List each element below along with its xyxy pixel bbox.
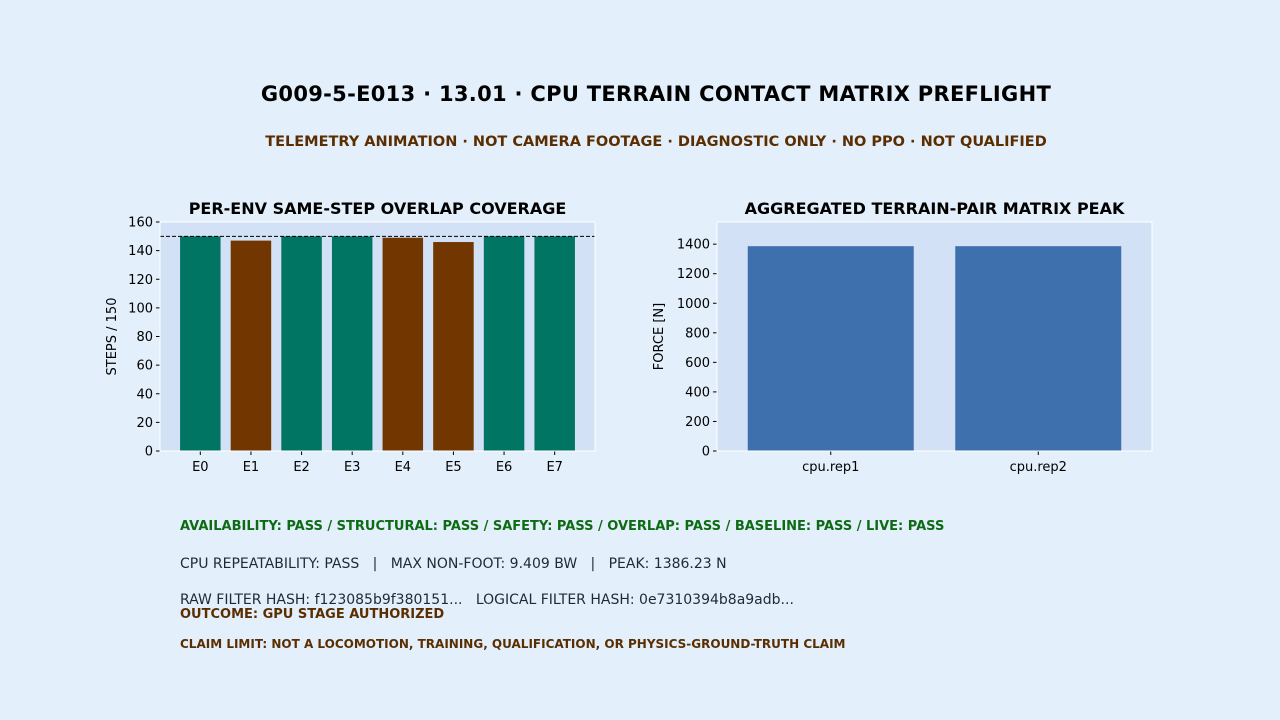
outcome-text: OUTCOME: GPU STAGE AUTHORIZED	[180, 607, 445, 622]
matrix-peak-chart: AGGREGATED TERRAIN-PAIR MATRIX PEAK cpu.r…	[652, 199, 1153, 475]
bar-E2	[281, 236, 322, 451]
y-tick-label: 1000	[677, 297, 710, 312]
y-axis-label: STEPS / 150	[105, 298, 120, 376]
plot-frame	[716, 221, 1153, 452]
y-axis-label: FORCE [N]	[652, 303, 667, 370]
x-tick-label: E2	[293, 460, 310, 475]
bar-E0	[180, 236, 221, 451]
plot-area	[160, 222, 595, 451]
hash-summary: RAW FILTER HASH: f123085b9f380151... LOG…	[180, 592, 794, 608]
y-tick-label: 40	[136, 387, 153, 402]
bar-cpu.rep1	[747, 246, 914, 451]
y-tick-label: 0	[145, 445, 153, 460]
x-tick-label: E5	[445, 460, 462, 475]
chart-title: PER-ENV SAME-STEP OVERLAP COVERAGE	[189, 199, 567, 218]
y-tick-label: 100	[128, 301, 153, 316]
bar-E7	[534, 236, 575, 451]
y-tick-label: 120	[128, 273, 153, 288]
y-tick-label: 60	[136, 359, 153, 374]
overlap-coverage-chart: PER-ENV SAME-STEP OVERLAP COVERAGE E0 E1 E2…	[105, 199, 596, 475]
y-tick-label: 600	[685, 356, 710, 371]
x-tick-label: E0	[192, 460, 209, 475]
bar-E1	[230, 240, 272, 451]
x-tick-label: E1	[243, 460, 260, 475]
bar-E4	[382, 237, 424, 451]
x-tick-label: E6	[496, 460, 513, 475]
x-tick-label: E7	[546, 460, 563, 475]
bar-E3	[331, 236, 373, 451]
x-tick-label: E3	[344, 460, 361, 475]
bar-E6	[483, 236, 525, 451]
repeatability-summary: CPU REPEATABILITY: PASS | MAX NON-FOOT: …	[180, 556, 727, 572]
chart-title: AGGREGATED TERRAIN-PAIR MATRIX PEAK	[745, 199, 1125, 218]
y-tick-label: 80	[136, 330, 153, 345]
page-title: G009-5-E013 · 13.01 · CPU TERRAIN CONTAC…	[260, 82, 1052, 106]
y-tick-label: 1400	[677, 238, 710, 253]
y-tick-label: 1200	[677, 267, 710, 282]
bar-E5	[433, 242, 474, 451]
bar-cpu.rep2	[955, 246, 1122, 451]
x-tick-label: E4	[395, 460, 412, 475]
y-tick-label: 140	[128, 244, 153, 259]
x-tick-label: cpu.rep1	[802, 460, 859, 475]
y-tick-label: 400	[685, 385, 710, 400]
y-tick-label: 200	[685, 415, 710, 430]
y-tick-label: 800	[685, 326, 710, 341]
y-tick-label: 0	[702, 445, 710, 460]
y-tick-label: 20	[136, 416, 153, 431]
plot-frame	[159, 221, 596, 452]
status-summary: AVAILABILITY: PASS / STRUCTURAL: PASS / …	[180, 519, 945, 534]
page-subtitle: TELEMETRY ANIMATION · NOT CAMERA FOOTAGE…	[265, 134, 1047, 150]
x-tick-label: cpu.rep2	[1010, 460, 1067, 475]
claim-limit-text: CLAIM LIMIT: NOT A LOCOMOTION, TRAINING,…	[180, 637, 846, 651]
y-tick-label: 160	[128, 216, 153, 231]
